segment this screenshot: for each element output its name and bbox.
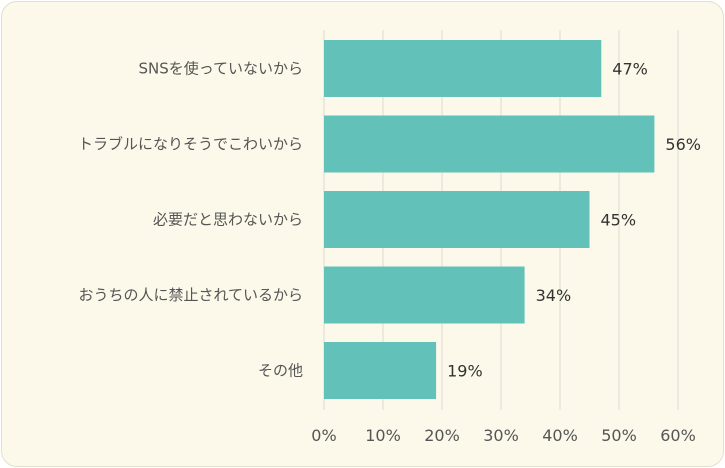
category-labels: SNSを使っていないからトラブルになりそうでこわいから必要だと思わないからおうち… — [78, 60, 303, 380]
x-tick-label: 60% — [660, 426, 696, 445]
x-tick-label: 50% — [601, 426, 637, 445]
bar — [324, 40, 602, 97]
x-tick-labels: 0% 10% 20% 30% 40% 50% 60% — [311, 426, 695, 445]
category-label: その他 — [258, 362, 303, 380]
x-tick-label: 0% — [311, 426, 336, 445]
value-label: 34% — [536, 286, 572, 305]
x-tick-label: 10% — [365, 426, 401, 445]
value-label: 56% — [665, 135, 701, 154]
value-label: 45% — [601, 211, 637, 230]
value-label: 19% — [447, 362, 483, 381]
bar — [324, 266, 525, 324]
bar — [324, 342, 437, 399]
bar — [324, 191, 590, 248]
category-label: 必要だと思わないから — [153, 211, 303, 229]
x-tick-label: 40% — [542, 426, 578, 445]
x-tick-label: 20% — [424, 426, 460, 445]
category-label: トラブルになりそうでこわいから — [78, 135, 303, 153]
value-labels: 47% 56% 45% 34% 19% — [447, 60, 701, 381]
category-label: SNSを使っていないから — [138, 60, 303, 78]
bar — [324, 115, 655, 173]
value-label: 47% — [612, 60, 648, 79]
bars — [324, 40, 655, 399]
x-tick-label: 30% — [483, 426, 519, 445]
category-label: おうちの人に禁止されているから — [78, 286, 303, 304]
